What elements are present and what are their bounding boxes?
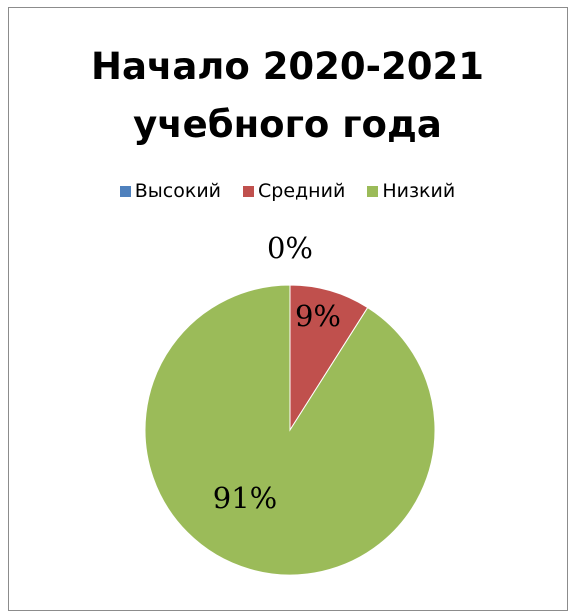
chart-title: Начало 2020-2021 учебного года — [0, 38, 575, 154]
data-label-low: 91% — [213, 481, 277, 515]
legend-swatch-medium — [243, 185, 255, 197]
chart-title-line-2: учебного года — [133, 103, 442, 146]
legend-item-low: Низкий — [367, 180, 455, 202]
data-label-high: 0% — [267, 231, 313, 265]
legend-swatch-low — [367, 185, 379, 197]
pie-slices — [144, 284, 436, 576]
data-label-medium: 9% — [295, 299, 341, 333]
legend-label-low: Низкий — [382, 180, 456, 202]
legend-item-high: Высокий — [119, 180, 222, 202]
legend-item-medium: Средний — [243, 180, 345, 202]
legend-label-medium: Средний — [258, 180, 346, 202]
legend-swatch-high — [119, 185, 131, 197]
pie-labels: 0% 9% 91% — [213, 231, 341, 515]
legend: Высокий Средний Низкий — [0, 180, 575, 202]
legend-label-high: Высокий — [134, 180, 222, 202]
pie-slice-medium — [289, 284, 369, 432]
pie-slice-low — [144, 284, 436, 576]
chart-title-line-1: Начало 2020-2021 — [90, 45, 485, 88]
